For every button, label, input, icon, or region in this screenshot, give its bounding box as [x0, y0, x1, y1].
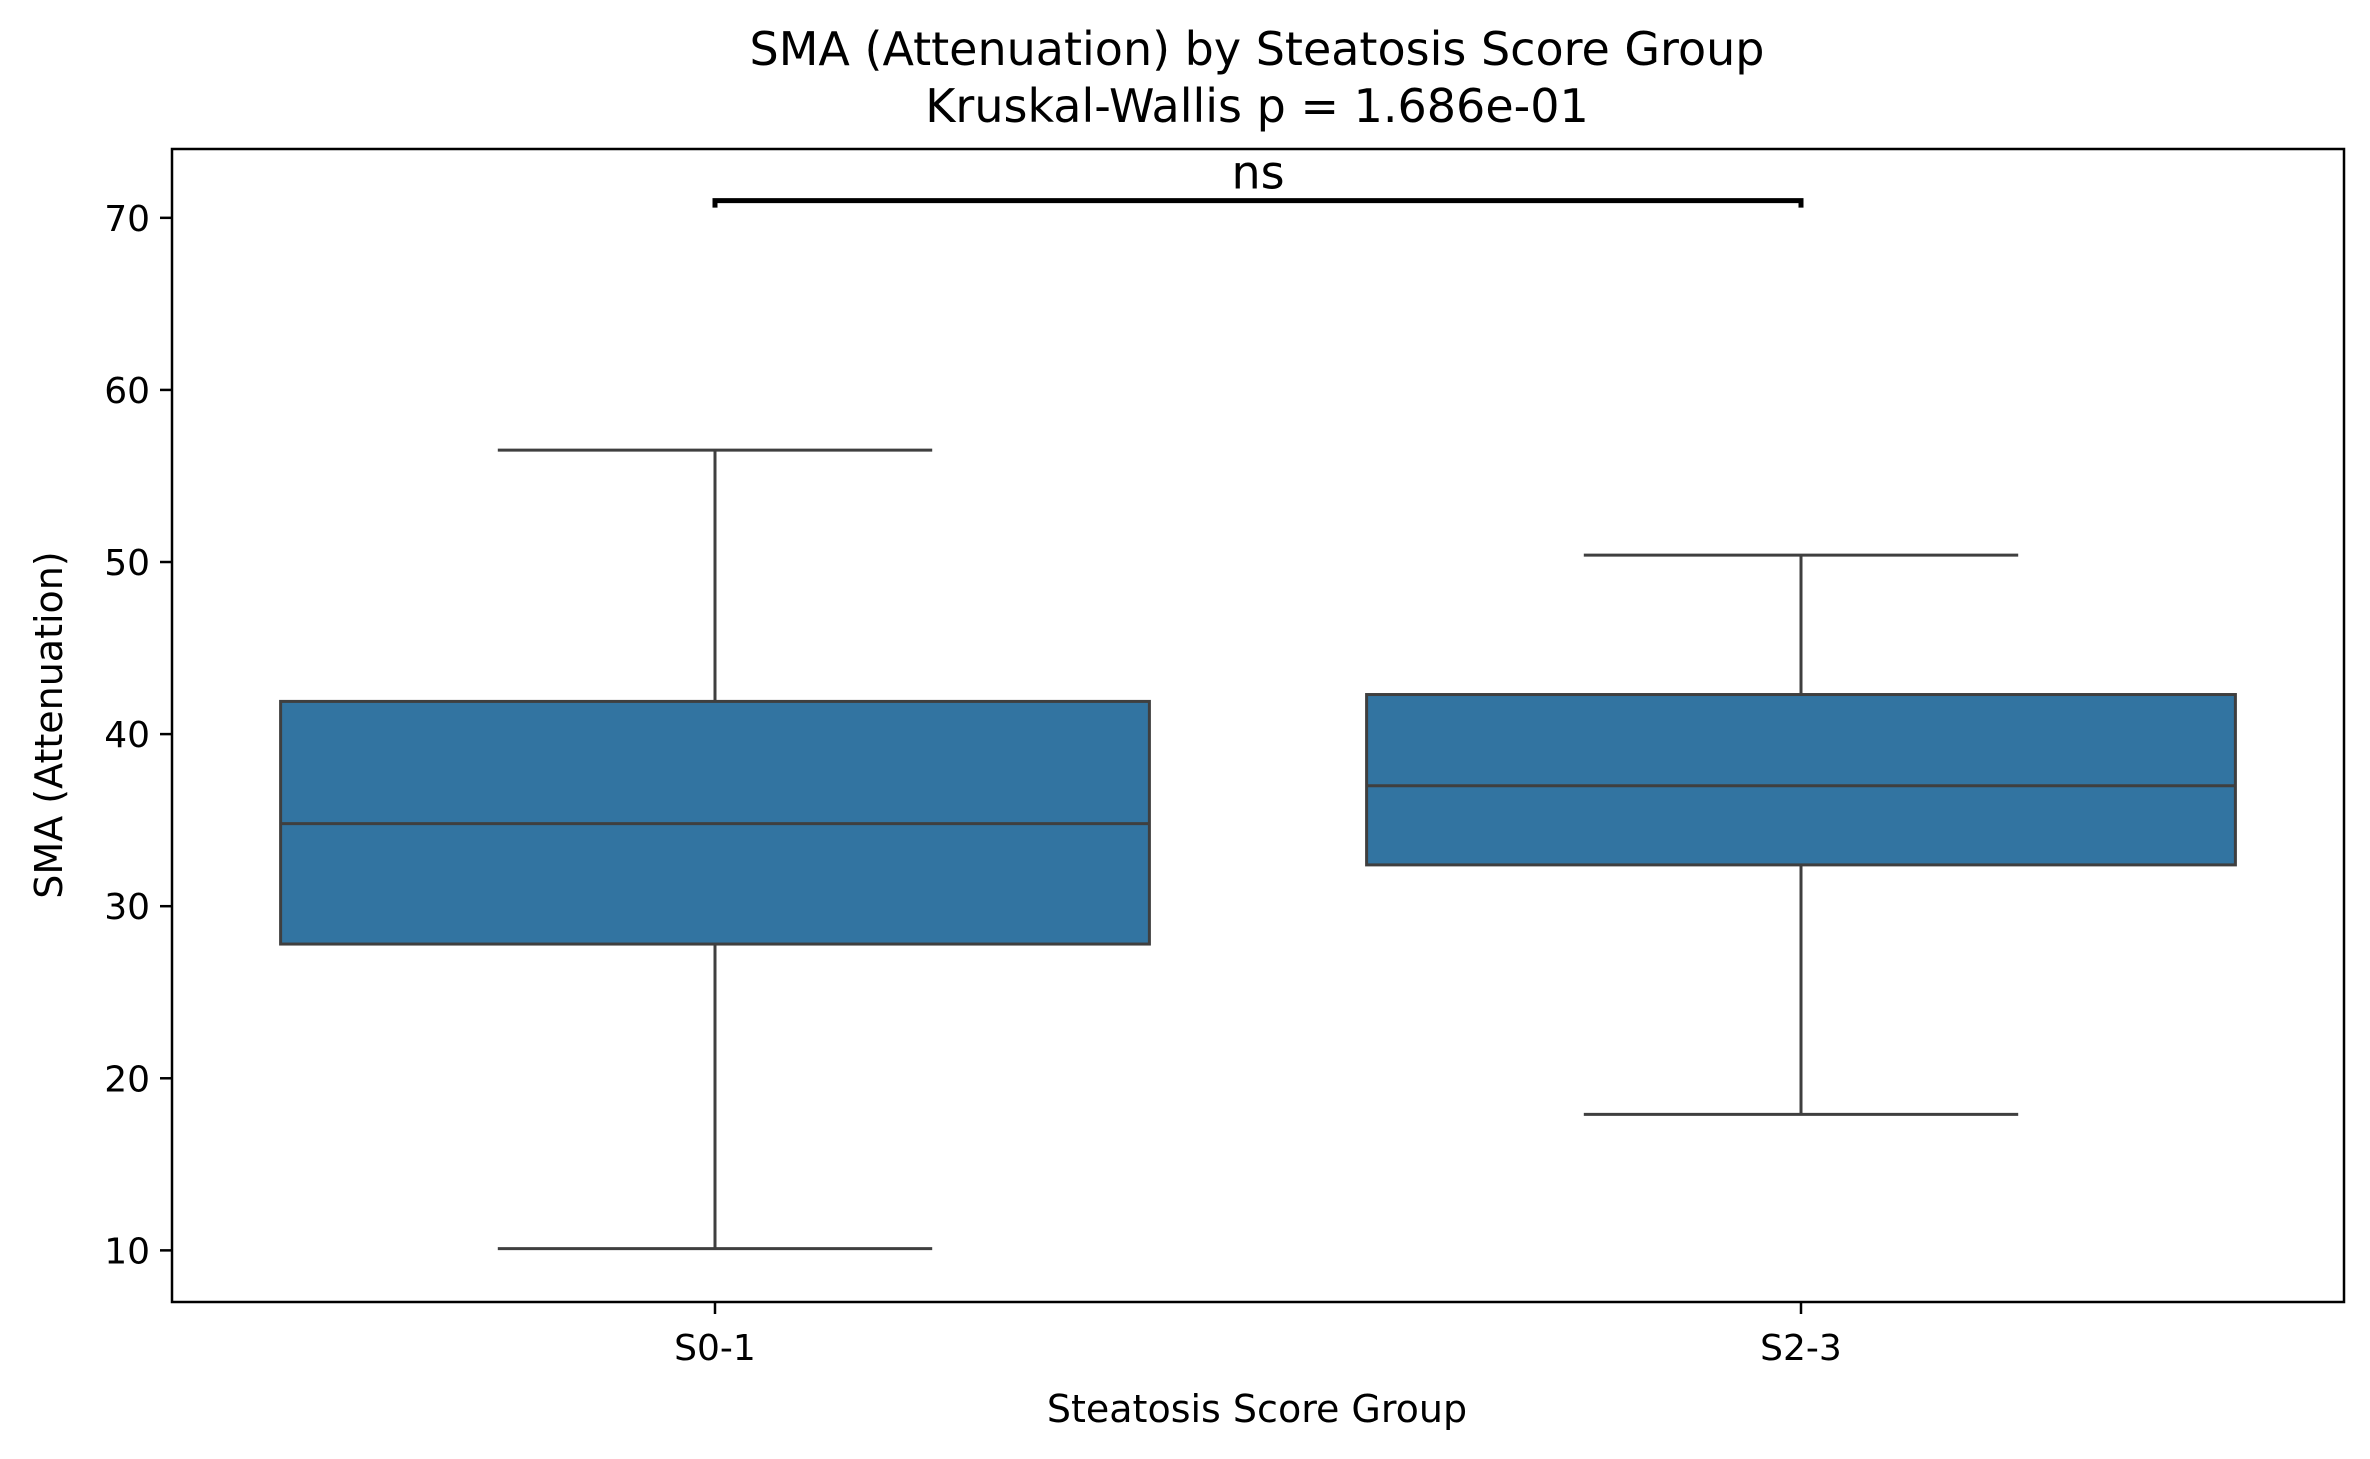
- plot-marks: [279, 448, 2237, 1251]
- y-axis-label: SMA (Attenuation): [27, 551, 71, 898]
- y-tick-label: 60: [104, 371, 150, 412]
- y-axis: 10 20 30 40 50 60 70: [104, 199, 172, 1272]
- chart-title: SMA (Attenuation) by Steatosis Score Gro…: [750, 22, 1765, 76]
- box-s2-3: [1365, 553, 2237, 1116]
- y-tick-label: 20: [104, 1059, 150, 1100]
- y-tick-label: 70: [104, 199, 150, 240]
- x-tick-label: S2-3: [1760, 1328, 1842, 1369]
- x-axis-label: Steatosis Score Group: [1047, 1387, 1467, 1431]
- box-s0-1: [279, 448, 1151, 1251]
- plot-frame: [170, 147, 2346, 1304]
- y-tick-label: 50: [104, 543, 150, 584]
- x-tick-label: S0-1: [674, 1328, 756, 1369]
- y-tick-label: 30: [104, 887, 150, 928]
- y-tick-label: 10: [104, 1231, 150, 1272]
- significance-annotation: ns: [712, 146, 1804, 208]
- interquartile-box: [1365, 693, 2237, 867]
- y-tick-label: 40: [104, 715, 150, 756]
- x-axis: S0-1 S2-3: [674, 1302, 1842, 1369]
- chart-subtitle: Kruskal-Wallis p = 1.686e-01: [925, 79, 1589, 133]
- significance-label: ns: [1231, 146, 1284, 200]
- significance-bracket: [712, 198, 1804, 208]
